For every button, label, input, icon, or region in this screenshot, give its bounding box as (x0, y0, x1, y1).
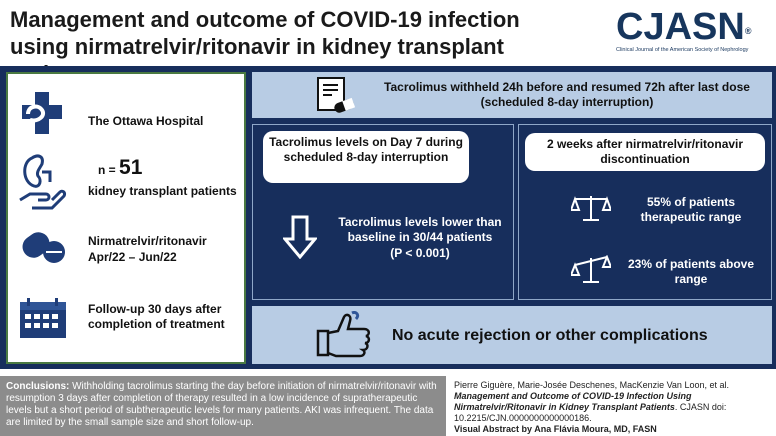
two-week-heading: 2 weeks after nirmatrelvir/ritonavir dis… (525, 133, 765, 171)
drug-name: Nirmatrelvir/ritonavir (88, 234, 207, 248)
citation-doi: . CJASN doi: 10.2215/CJN.000000000000018… (454, 402, 727, 423)
citation: Pierre Giguère, Marie-Josée Deschenes, M… (454, 380, 774, 435)
patient-count-value: 51 (119, 156, 143, 179)
thumbs-up-icon (316, 311, 371, 358)
logo-text: CJASN® (616, 6, 752, 48)
left-panel: The Ottawa Hospital n = 51 kidney transp… (6, 72, 246, 364)
patient-count: n = 51 (98, 156, 143, 179)
citation-credit: Visual Abstract by Ana Flávia Moura, MD,… (454, 424, 657, 434)
patient-count-label: kidney transplant patients (88, 184, 237, 198)
conclusions-box: Conclusions: Withholding tacrolimus star… (0, 376, 446, 436)
day7-heading: Tacrolimus levels on Day 7 during schedu… (263, 131, 469, 183)
drug-dates: Apr/22 – Jun/22 (88, 250, 177, 264)
conclusions-text: Withholding tacrolimus starting the day … (6, 381, 437, 428)
hospital-cross-icon (22, 92, 62, 134)
title: Management and outcome of COVID-19 infec… (10, 7, 520, 86)
scale-tilted-icon (571, 255, 611, 283)
hospital-name: The Ottawa Hospital (88, 114, 204, 128)
followup-text: Follow-up 30 days after completion of tr… (88, 302, 225, 331)
above-range-stat: 23% of patients above range (627, 257, 755, 286)
calendar-icon (20, 298, 66, 338)
citation-article-title: Management and Outcome of COVID-19 Infec… (454, 391, 692, 412)
logo-subtitle: Clinical Journal of the American Society… (616, 47, 749, 53)
cjasn-logo: CJASN® Clinical Journal of the American … (616, 8, 766, 53)
outcome-text: No acute rejection or other complication… (392, 327, 708, 344)
citation-reference: Management and Outcome of COVID-19 Infec… (454, 391, 774, 424)
day7-panel: Tacrolimus levels on Day 7 during schedu… (252, 124, 514, 300)
protocol-text: Tacrolimus withheld 24h before and resum… (384, 80, 750, 109)
down-arrow-icon (283, 215, 317, 259)
kidney-hand-icon (19, 154, 66, 210)
therapeutic-stat: 55% of patients therapeutic range (640, 195, 742, 224)
citation-authors: Pierre Giguère, Marie-Josée Deschenes, M… (454, 380, 729, 390)
two-week-panel: 2 weeks after nirmatrelvir/ritonavir dis… (518, 124, 772, 300)
outcome-box: No acute rejection or other complication… (252, 306, 772, 364)
conclusions-label: Conclusions: (6, 381, 70, 392)
prescription-pill-icon (317, 77, 356, 113)
scale-balanced-icon (571, 196, 611, 221)
day7-finding: Tacrolimus levels lower than baseline in… (338, 215, 502, 244)
day7-pvalue: (P < 0.001) (390, 246, 450, 260)
pill-capsule-icon (22, 232, 65, 263)
registered-mark: ® (744, 26, 752, 36)
protocol-box: Tacrolimus withheld 24h before and resum… (252, 72, 772, 118)
